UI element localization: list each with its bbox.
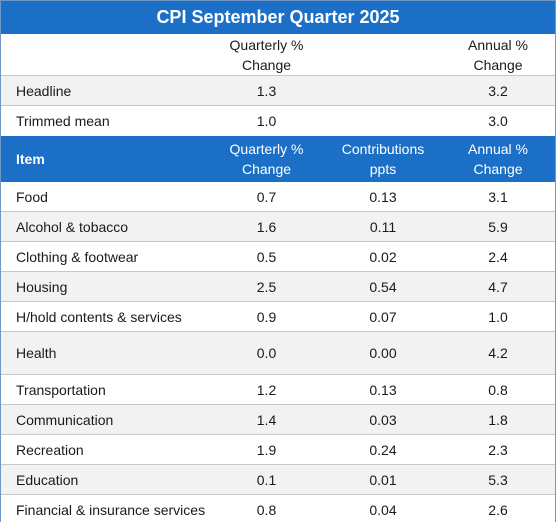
- item-contributions: 0.13: [369, 381, 397, 398]
- item-quarterly: 1.6: [256, 218, 277, 235]
- item-annual: 0.8: [488, 381, 508, 398]
- table-row: Transportation 1.2 0.13 0.8: [1, 375, 555, 405]
- item-label: Alcohol & tobacco: [16, 218, 129, 235]
- item-annual: 5.9: [488, 218, 508, 235]
- summary-row: Trimmed mean 1.0 3.0: [1, 106, 555, 136]
- item-annual: 3.1: [488, 188, 508, 205]
- item-contributions: 0.01: [369, 471, 397, 488]
- item-annual: 5.3: [488, 471, 508, 488]
- item-contributions: 0.02: [369, 248, 397, 265]
- summary-header-annual: Annual % Change: [441, 35, 555, 75]
- item-label: Food: [16, 188, 48, 205]
- item-quarterly: 0.8: [256, 502, 277, 518]
- item-contributions: 0.07: [369, 308, 397, 325]
- item-quarterly: 1.2: [256, 381, 277, 398]
- table-row: Clothing & footwear 0.5 0.02 2.4: [1, 242, 555, 272]
- summary-row-quarterly: 1.3: [256, 82, 277, 99]
- item-contributions: 0.03: [369, 411, 397, 428]
- item-quarterly: 2.5: [256, 278, 277, 295]
- item-quarterly: 0.5: [256, 248, 277, 265]
- item-annual: 2.6: [488, 502, 508, 518]
- item-annual: 1.8: [488, 411, 508, 428]
- table-row: Food 0.7 0.13 3.1: [1, 182, 555, 212]
- table-row: Communication 1.4 0.03 1.8: [1, 405, 555, 435]
- summary-row-label: Trimmed mean: [16, 113, 110, 129]
- item-annual: 2.4: [488, 248, 508, 265]
- item-label: Education: [16, 471, 79, 488]
- item-quarterly: 1.4: [256, 411, 277, 428]
- summary-header-row: Quarterly % Change Annual % Change: [1, 34, 555, 76]
- item-header-quarterly: Quarterly % Change: [208, 139, 325, 179]
- item-header-quarterly-line1: Quarterly %: [229, 141, 304, 157]
- item-quarterly: 0.1: [256, 471, 277, 488]
- item-quarterly: 0.7: [256, 188, 277, 205]
- item-quarterly: 1.9: [256, 441, 277, 458]
- summary-row-quarterly: 1.0: [256, 113, 277, 129]
- item-annual: 4.2: [488, 345, 508, 361]
- table-row: H/hold contents & services 0.9 0.07 1.0: [1, 302, 555, 332]
- table-row: Recreation 1.9 0.24 2.3: [1, 435, 555, 465]
- item-annual: 4.7: [488, 278, 508, 295]
- item-header-contributions-line1: Contributions: [341, 141, 425, 157]
- table-row: Health 0.0 0.00 4.2: [1, 332, 555, 375]
- item-contributions: 0.00: [369, 345, 397, 361]
- summary-header-quarterly: Quarterly % Change: [208, 35, 325, 75]
- item-annual: 2.3: [488, 441, 508, 458]
- summary-row-annual: 3.0: [488, 113, 508, 129]
- item-header-annual-line2: Change: [473, 161, 523, 177]
- summary-row: Headline 1.3 3.2: [1, 76, 555, 106]
- table-title: CPI September Quarter 2025: [1, 1, 555, 34]
- item-header-item: Item: [16, 151, 45, 167]
- table-row: Housing 2.5 0.54 4.7: [1, 272, 555, 302]
- table-row: Alcohol & tobacco 1.6 0.11 5.9: [1, 212, 555, 242]
- item-contributions: 0.13: [369, 188, 397, 205]
- item-contributions: 0.11: [369, 218, 397, 235]
- item-header-row: Item Quarterly % Change Contributions pp…: [1, 136, 555, 182]
- item-header-quarterly-line2: Change: [241, 161, 292, 177]
- item-label: H/hold contents & services: [16, 308, 182, 325]
- item-label: Recreation: [16, 441, 84, 458]
- summary-header-annual-line1: Annual %: [468, 36, 528, 53]
- item-header-contributions-line2: ppts: [369, 161, 397, 177]
- item-contributions: 0.54: [369, 278, 397, 295]
- item-header-annual-line1: Annual %: [468, 141, 528, 157]
- item-annual: 1.0: [488, 308, 508, 325]
- item-label: Health: [16, 345, 57, 361]
- item-quarterly: 0.9: [256, 308, 277, 325]
- item-label: Housing: [16, 278, 68, 295]
- summary-header-annual-line2: Change: [473, 56, 523, 73]
- item-header-contributions: Contributions ppts: [325, 139, 441, 179]
- item-label: Transportation: [16, 381, 106, 398]
- item-quarterly: 0.0: [256, 345, 277, 361]
- item-contributions: 0.24: [369, 441, 397, 458]
- item-header-annual: Annual % Change: [441, 139, 555, 179]
- table-row: Education 0.1 0.01 5.3: [1, 465, 555, 495]
- item-label: Communication: [16, 411, 114, 428]
- summary-header-quarterly-line1: Quarterly %: [229, 36, 304, 53]
- item-label: Clothing & footwear: [16, 248, 139, 265]
- item-label: Financial & insurance services: [16, 502, 206, 518]
- summary-row-label: Headline: [16, 82, 72, 99]
- item-contributions: 0.04: [369, 502, 397, 518]
- table-row: Financial & insurance services 0.8 0.04 2.6: [1, 495, 555, 525]
- summary-header-quarterly-line2: Change: [241, 56, 292, 73]
- summary-row-annual: 3.2: [488, 82, 508, 99]
